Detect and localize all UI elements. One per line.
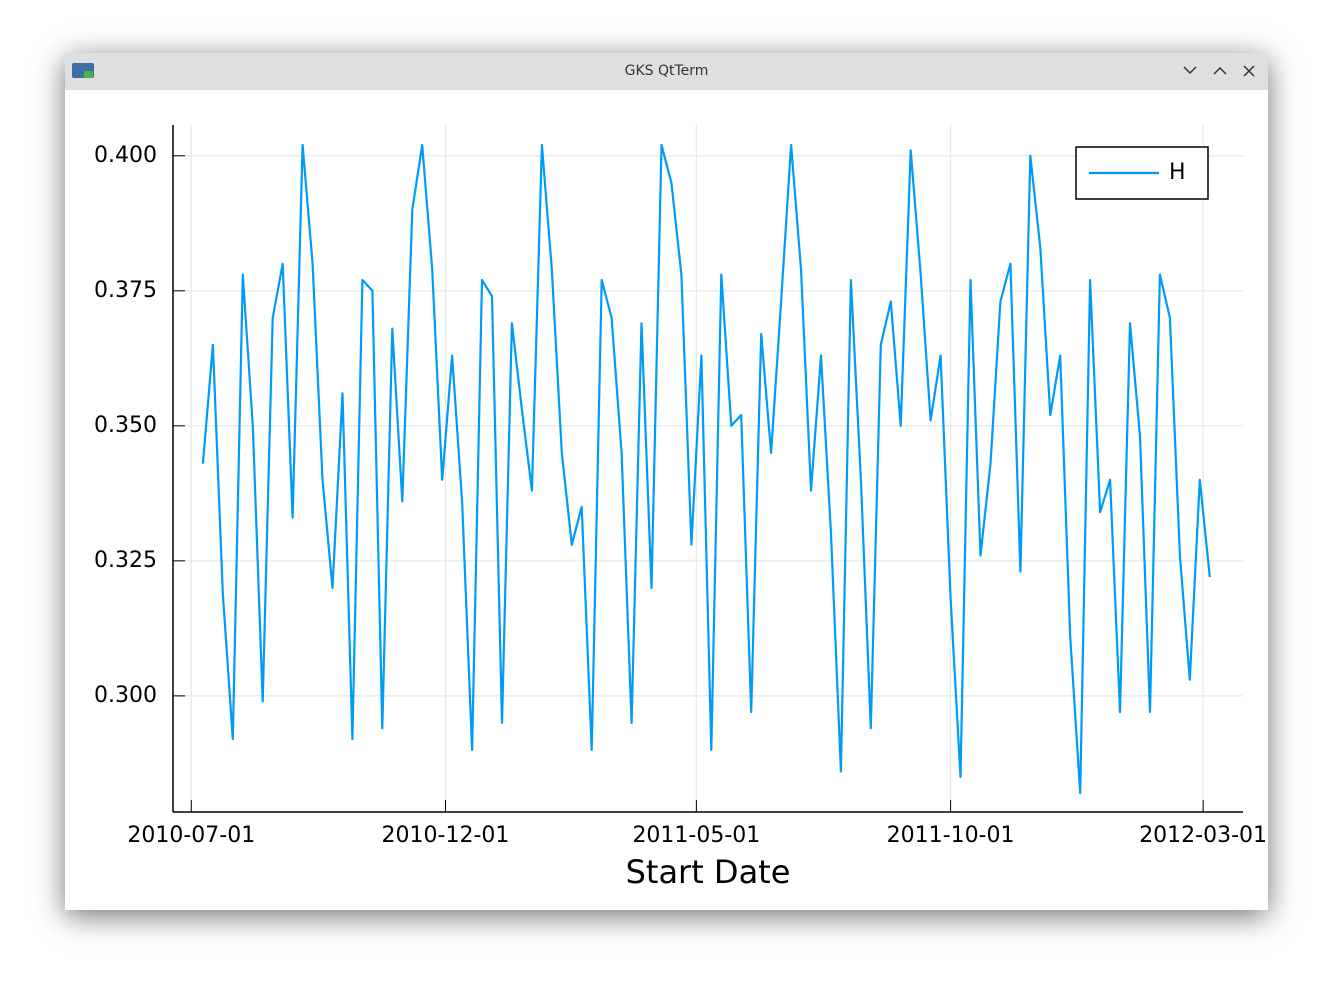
app-icon-badge	[84, 71, 93, 78]
x-axis-label: Start Date	[626, 853, 791, 891]
minimize-button[interactable]	[1183, 66, 1197, 75]
title-icons	[72, 63, 1255, 78]
y-tick-label: 0.400	[94, 143, 157, 168]
y-tick-label: 0.325	[94, 548, 157, 573]
y-tick-label: 0.375	[94, 278, 157, 303]
chart: Start Date 0.300 0.325 0.350 0.375 0.400 2010…	[94, 125, 1267, 891]
x-tick-label: 2010-12-01	[382, 823, 510, 848]
y-tick-label: 0.300	[94, 683, 157, 708]
title-bar: GKS QtTerm	[65, 53, 1268, 90]
data-line	[201, 143, 1211, 795]
window-title: GKS QtTerm	[624, 63, 709, 79]
maximize-button[interactable]	[1213, 66, 1227, 75]
y-tick-label: 0.350	[94, 413, 157, 438]
window: GKS QtTerm Start Date 0.300 0.325 0.350 0.3…	[65, 53, 1268, 910]
legend-label: H	[1169, 160, 1186, 185]
x-tick-label: 2012-03-01	[1139, 823, 1267, 848]
x-tick-label: 2010-07-01	[127, 823, 255, 848]
x-tick-label: 2011-05-01	[632, 823, 760, 848]
close-button[interactable]	[1243, 65, 1255, 77]
x-tick-label: 2011-10-01	[887, 823, 1015, 848]
